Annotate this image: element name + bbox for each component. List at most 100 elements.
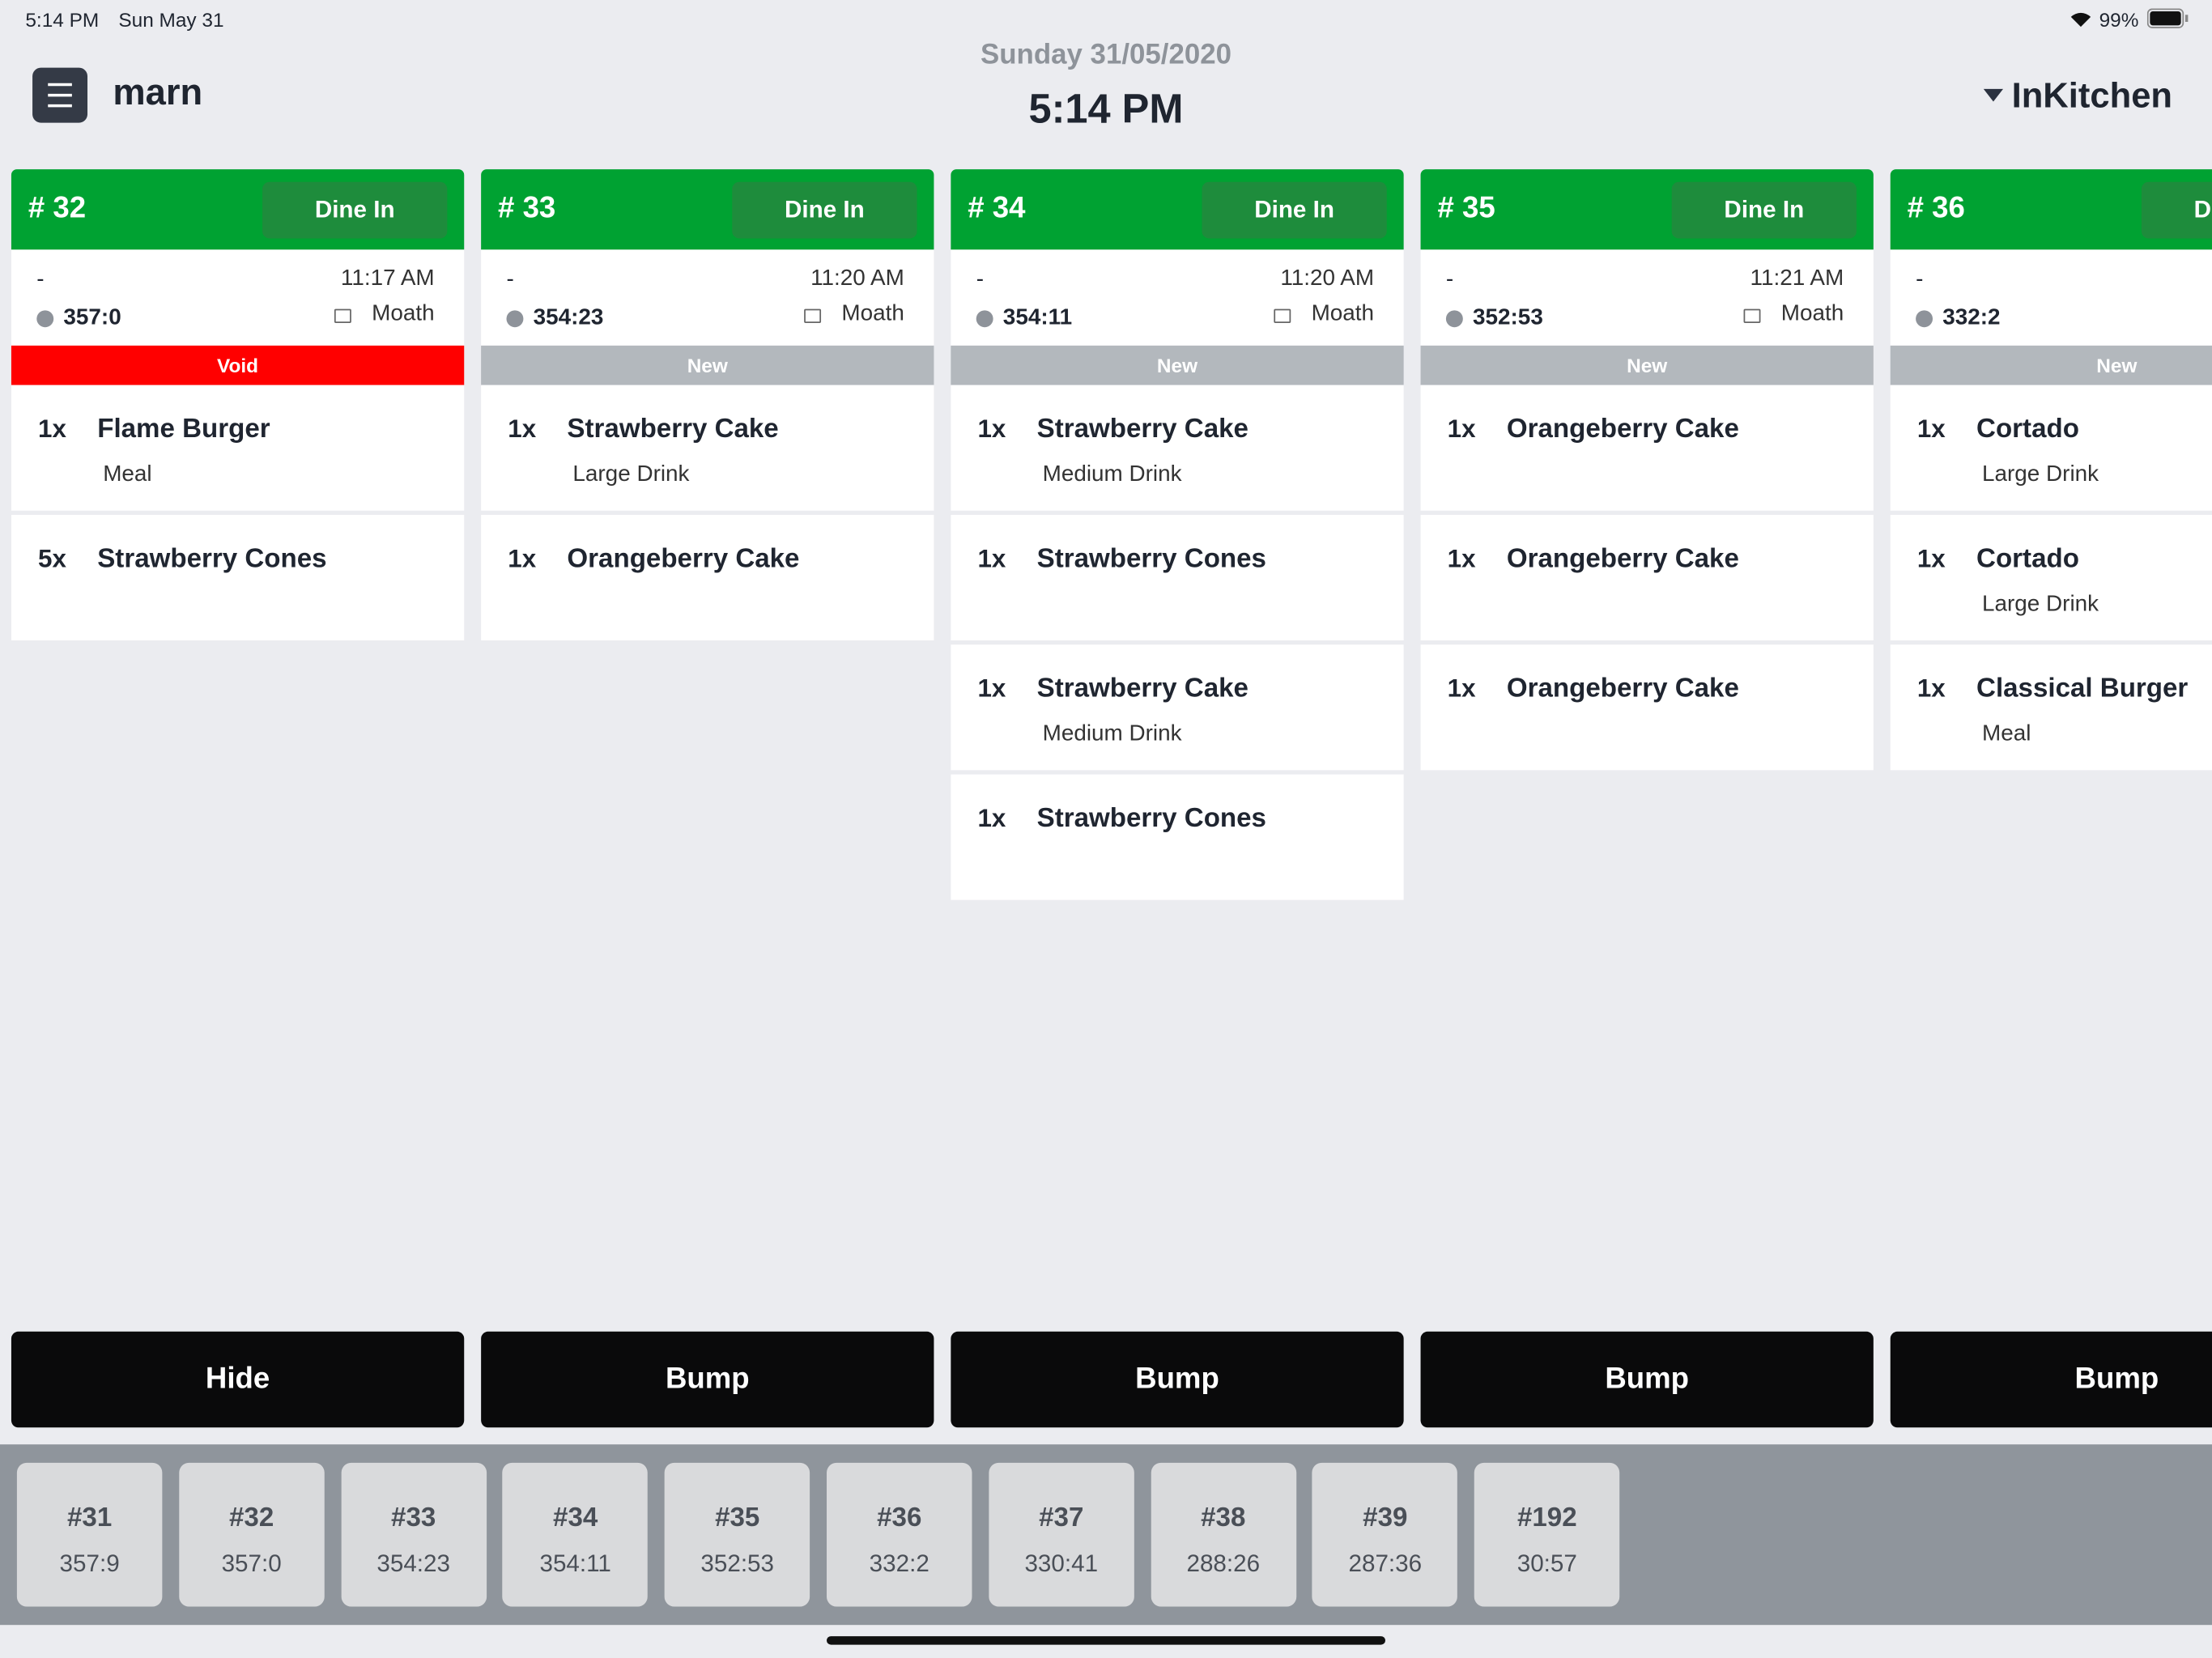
order-time: 11:17 AM [340,266,435,291]
server-icon [1743,308,1761,323]
item-modifier: Large Drink [1982,592,2099,617]
order-item: 1x Strawberry Cake Medium Drink [951,644,1404,771]
order-dash: - [506,268,514,292]
clock-icon [976,310,993,328]
order-tab[interactable]: #37 330:41 [989,1462,1134,1607]
order-tab[interactable]: #35 352:53 [664,1462,810,1607]
order-tab[interactable]: #192 30:57 [1474,1462,1620,1607]
order-server: Moath [1780,301,1844,326]
order-type[interactable]: Dine In [732,181,917,239]
order-info: - 11:20 AM 354:23 Moath [481,249,934,346]
home-indicator [827,1636,1385,1645]
order-tabs-bar: #31 357:9 #32 357:0 #33 354:23 #34 354:11 #35 352… [0,1444,2212,1626]
tab-timer: 352:53 [700,1550,775,1577]
order-header: # 36 Dine In [1890,169,2212,250]
order-status: New [951,345,1404,385]
order-time: 11:20 AM [1280,266,1375,291]
order-server: Moath [372,301,435,326]
order-dash: - [36,268,45,292]
station-selector[interactable]: InKitchen [2011,76,2173,116]
order-time: 11:21 AM [1750,266,1844,291]
tab-number: #37 [1039,1503,1084,1533]
order-tab[interactable]: #31 357:9 [16,1462,163,1607]
item-name: Strawberry Cones [1036,804,1266,834]
item-qty: 1x [38,414,66,444]
tab-timer: 354:23 [376,1550,450,1577]
order-item: 1x Orangeberry Cake [1420,514,1874,641]
battery-icon [2146,8,2189,28]
order-item: 1x Cortado Large Drink [1890,514,2212,641]
tab-timer: 330:41 [1024,1550,1099,1577]
order-item: 1x Strawberry Cake Medium Drink [951,385,1404,511]
menu-icon [48,83,72,108]
order-type[interactable]: Dine In [1671,181,1857,239]
order-item: 1x Strawberry Cones [951,514,1404,641]
menu-button[interactable] [32,67,88,123]
tab-number: #34 [553,1503,598,1533]
brand: marn [113,70,203,113]
order-tab[interactable]: #39 287:36 [1312,1462,1458,1607]
order-info: - 11:21 AM 352:53 Moath [1420,249,1874,346]
tab-number: #35 [715,1503,760,1533]
order-tab[interactable]: #38 288:26 [1151,1462,1296,1607]
order-type[interactable]: Dine In [1202,181,1387,239]
order-tab[interactable]: #34 354:11 [502,1462,649,1607]
order-tab[interactable]: #36 332:2 [827,1462,972,1607]
order-card: # 32 Dine In - 11:17 AM 357:0 Moath Void 1x Flam… [11,169,465,644]
item-qty: 1x [977,544,1006,573]
item-qty: 1x [1447,674,1476,703]
item-qty: 1x [508,544,537,573]
order-dash: - [1445,268,1454,292]
item-modifier: Medium Drink [1042,722,1182,746]
item-modifier: Meal [1982,722,2031,746]
order-number: # 32 [28,191,87,225]
order-item: 1x Orangeberry Cake [1420,644,1874,771]
order-dash: - [1916,268,1924,292]
server-icon [804,308,822,323]
order-status: New [1890,345,2212,385]
order-number: # 35 [1437,191,1495,225]
order-action-button[interactable]: Bump [1890,1331,2212,1428]
order-type[interactable]: Dine In [2141,181,2212,239]
item-modifier: Meal [103,462,152,487]
item-name: Cortado [1976,544,2079,575]
order-type[interactable]: Dine In [262,181,448,239]
wifi-icon [2070,12,2091,28]
order-item: 1x Orangeberry Cake [481,514,934,641]
battery-level: 99% [2099,8,2139,32]
item-name: Strawberry Cake [1036,414,1249,444]
item-qty: 5x [38,544,66,573]
item-qty: 1x [1916,544,1946,573]
order-number: # 36 [1907,191,1965,225]
order-number: # 33 [498,191,556,225]
order-status: New [1420,345,1874,385]
item-modifier: Large Drink [572,462,690,487]
status-date: Sun May 31 [118,8,224,32]
item-qty: 1x [1916,674,1946,703]
header-time: 5:14 PM [1028,87,1184,133]
order-header: # 34 Dine In [951,169,1404,250]
tab-timer: 287:36 [1348,1550,1423,1577]
tab-number: #32 [229,1503,274,1533]
clock-icon [1445,310,1463,328]
order-card: # 33 Dine In - 11:20 AM 354:23 Moath New 1x Stra… [481,169,934,644]
order-timer: 357:0 [63,306,121,330]
order-time: 11:20 AM [810,266,904,291]
dropdown-arrow [1983,88,2004,102]
order-tab[interactable]: #32 357:0 [178,1462,325,1607]
server-icon [1274,308,1291,323]
item-name: Cortado [1976,414,2079,444]
order-action-button[interactable]: Bump [951,1331,1404,1428]
order-card: # 36 Dine In -332:2 New 1x Cortado Large Drink… [1890,169,2212,774]
item-qty: 1x [1916,414,1946,444]
order-action-button[interactable]: Hide [11,1331,465,1428]
order-action-button[interactable]: Bump [1420,1331,1874,1428]
order-action-button[interactable]: Bump [481,1331,934,1428]
clock-icon [506,310,524,328]
item-qty: 1x [1447,414,1476,444]
order-tab[interactable]: #33 354:23 [340,1462,487,1607]
item-name: Orangeberry Cake [567,544,800,575]
order-item: 1x Orangeberry Cake [1420,385,1874,511]
order-number: # 34 [968,191,1026,225]
order-timer: 332:2 [1942,306,2001,330]
